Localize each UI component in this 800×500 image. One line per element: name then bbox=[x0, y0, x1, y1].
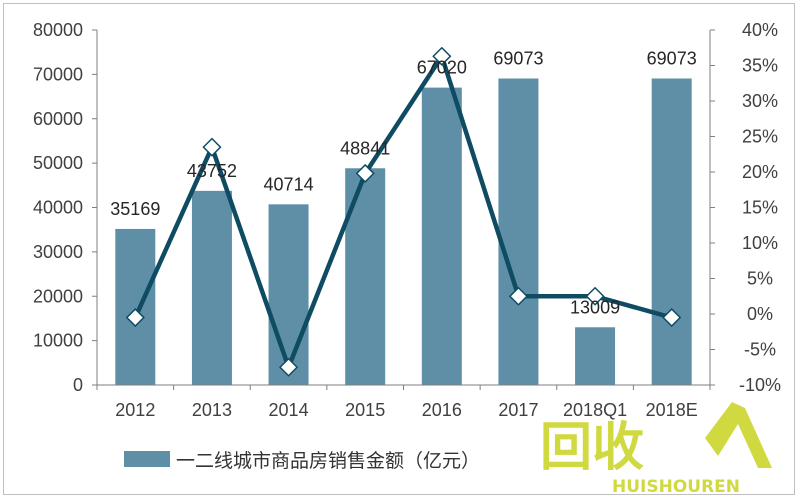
right-y-axis-ticks: -10% -5% 0% 5% 10% 15% 20% 25% 30% 35% 40% bbox=[710, 20, 781, 395]
bar-2018Q1 bbox=[575, 327, 616, 385]
right-tick-label: 20% bbox=[742, 162, 778, 182]
chart-axes bbox=[96, 30, 711, 386]
legend-swatch bbox=[124, 451, 170, 467]
left-tick-label: 20000 bbox=[33, 286, 83, 306]
x-tick-label: 2013 bbox=[192, 400, 232, 420]
x-tick-label: 2014 bbox=[269, 400, 309, 420]
watermark-sub-text: HUISHOUREN bbox=[612, 477, 740, 497]
bar-data-label: 35169 bbox=[110, 199, 160, 219]
right-tick-label: 35% bbox=[742, 56, 778, 76]
line-marker-2016 bbox=[432, 46, 452, 66]
bar-2014 bbox=[268, 204, 309, 385]
bar-data-label: 67020 bbox=[417, 58, 467, 78]
bar-data-labels: 35169 43752 40714 48841 67020 69073 13009 69073 bbox=[110, 48, 696, 317]
left-y-axis-ticks: 0 10000 20000 30000 40000 50000 60000 70000 8000… bbox=[33, 20, 97, 395]
bar-2012 bbox=[115, 228, 156, 385]
growth-line bbox=[133, 54, 673, 370]
bar-2018E bbox=[651, 78, 692, 386]
right-tick-label: 0% bbox=[747, 304, 773, 324]
x-tick-label: 2017 bbox=[498, 400, 538, 420]
right-tick-label: 25% bbox=[742, 127, 778, 147]
right-tick-label: 15% bbox=[742, 198, 778, 218]
left-tick-label: 0 bbox=[73, 375, 83, 395]
bar-2017 bbox=[498, 78, 539, 386]
bar-data-label: 40714 bbox=[264, 174, 314, 194]
left-tick-label: 30000 bbox=[33, 242, 83, 262]
bar-2015 bbox=[345, 168, 386, 385]
left-tick-label: 70000 bbox=[33, 64, 83, 84]
legend-label: 一二线城市商品房销售金额（亿元） bbox=[176, 450, 480, 472]
right-tick-label: 5% bbox=[747, 269, 773, 289]
x-tick-label: 2016 bbox=[422, 400, 462, 420]
bar-2013 bbox=[191, 190, 232, 385]
x-tick-label: 2018Q1 bbox=[563, 400, 627, 420]
legend: 一二线城市商品房销售金额（亿元） bbox=[124, 450, 480, 472]
chart-frame bbox=[3, 3, 795, 495]
line-marker-2018E bbox=[662, 307, 682, 328]
line-marker-2018Q1 bbox=[585, 286, 605, 306]
bar-data-label: 69073 bbox=[493, 48, 543, 68]
right-tick-label: 40% bbox=[742, 20, 778, 40]
line-marker-2015 bbox=[355, 163, 375, 183]
bar-data-label: 13009 bbox=[570, 297, 620, 317]
left-tick-label: 10000 bbox=[33, 331, 83, 351]
growth-line-series bbox=[125, 46, 682, 377]
watermark-main-text: 回收 bbox=[540, 418, 644, 478]
x-tick-label: 2012 bbox=[115, 400, 155, 420]
line-marker-2012 bbox=[125, 307, 145, 328]
left-tick-label: 50000 bbox=[33, 153, 83, 173]
watermark-figure-icon bbox=[705, 402, 772, 468]
right-tick-label: -10% bbox=[739, 375, 781, 395]
left-tick-label: 60000 bbox=[33, 109, 83, 129]
x-tick-label: 2018E bbox=[646, 400, 698, 420]
bar-series bbox=[115, 78, 692, 386]
line-marker-2014 bbox=[279, 357, 299, 377]
x-axis-ticks: 2012 2013 2014 2015 2016 2017 2018Q1 2018E bbox=[96, 385, 711, 420]
bar-2016 bbox=[421, 87, 462, 385]
left-tick-label: 80000 bbox=[33, 20, 83, 40]
line-marker-2013 bbox=[202, 137, 222, 157]
left-tick-label: 40000 bbox=[33, 198, 83, 218]
watermark-logo: 回收 HUISHOUREN bbox=[540, 402, 772, 497]
line-marker-2017 bbox=[508, 286, 528, 306]
right-tick-label: 30% bbox=[742, 91, 778, 111]
right-tick-label: -5% bbox=[744, 340, 776, 360]
bar-data-label: 69073 bbox=[647, 48, 697, 68]
x-tick-label: 2015 bbox=[345, 400, 385, 420]
bar-data-label: 43752 bbox=[187, 161, 237, 181]
right-tick-label: 10% bbox=[742, 233, 778, 253]
bar-data-label: 48841 bbox=[340, 138, 390, 158]
